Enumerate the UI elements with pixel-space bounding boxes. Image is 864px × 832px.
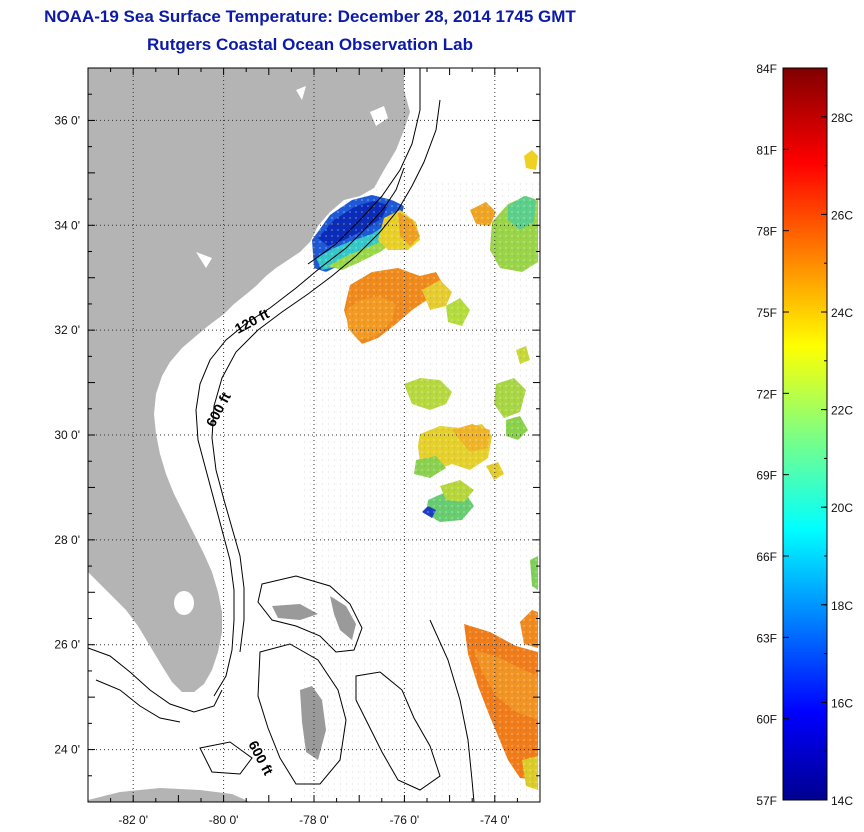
lat-tick-label: 26 0' [54, 638, 80, 652]
colorbar-f-label: 81F [756, 143, 777, 157]
contour-shelf-inner [307, 68, 421, 265]
colorbar-f-label: 63F [756, 631, 777, 645]
contour-fl-keys [88, 647, 223, 713]
lon-tick-label: -78 0' [299, 813, 329, 827]
colorbar-c-label: 14C [831, 794, 853, 808]
colorbar-f-label: 57F [756, 794, 777, 808]
contour-bahamas-1 [257, 575, 363, 653]
lake-small-2 [196, 252, 212, 268]
colorbar-c-label: 20C [831, 501, 853, 515]
colorbar-f-label: 72F [756, 387, 777, 401]
contour-east-flank [429, 619, 475, 802]
contour-120ft [195, 167, 405, 697]
lon-tick-label: -80 0' [209, 813, 239, 827]
contour-bahamas-4 [199, 741, 253, 775]
colorbar-c-label: 16C [831, 696, 853, 710]
map-frame [87, 67, 541, 803]
land-bahamas-gb [272, 604, 318, 620]
colorbar-f-label: 84F [756, 62, 777, 76]
sound-albemarle [370, 106, 388, 126]
lat-tick-label: 32 0' [54, 323, 80, 337]
colorbar-f-label: 60F [756, 713, 777, 727]
lon-tick-label: -82 0' [118, 813, 148, 827]
sst-patch-ne-small [524, 150, 538, 170]
sst-data-layer [300, 150, 540, 800]
land-bahamas-andros [300, 686, 326, 760]
land-us-southeast [88, 68, 410, 692]
map-subtitle: Rutgers Coastal Ocean Observation Lab [147, 35, 473, 54]
colorbar-c-label: 26C [831, 208, 853, 222]
colorbar-c-label: 18C [831, 599, 853, 613]
colorbar-c-label: 28C [831, 111, 853, 125]
lake-okeechobee [174, 591, 194, 615]
colorbar-f-label: 75F [756, 306, 777, 320]
colorbar-f-label: 66F [756, 550, 777, 564]
lat-tick-label: 24 0' [54, 743, 80, 757]
lat-tick-label: 28 0' [54, 533, 80, 547]
contour-600ft [211, 99, 441, 653]
lon-tick-label: -76 0' [390, 813, 420, 827]
lake-small-1 [296, 86, 306, 100]
contour-keys-inner [95, 679, 181, 723]
map-title: NOAA-19 Sea Surface Temperature: Decembe… [44, 7, 576, 26]
land-cuba [88, 788, 250, 802]
colorbar-c-label: 24C [831, 306, 853, 320]
lon-tick-label: -74 0' [480, 813, 510, 827]
lat-tick-label: 34 0' [54, 218, 80, 232]
graticule [87, 67, 541, 803]
colorbar-gradient [782, 67, 828, 801]
colorbar-f-label: 69F [756, 469, 777, 483]
contour-bahamas-2 [257, 643, 347, 785]
lat-tick-label: 36 0' [54, 113, 80, 127]
bathymetry-contours [88, 68, 475, 802]
colorbar-c-label: 22C [831, 404, 853, 418]
land-bahamas-abaco [330, 596, 356, 640]
colorbar-f-label: 78F [756, 225, 777, 239]
lat-tick-label: 30 0' [54, 428, 80, 442]
contour-bahamas-3 [355, 671, 441, 791]
axis-labels: 36 0' 34 0' 32 0' 30 0' 28 0' 26 0' 24 0' -82 0… [54, 113, 509, 827]
